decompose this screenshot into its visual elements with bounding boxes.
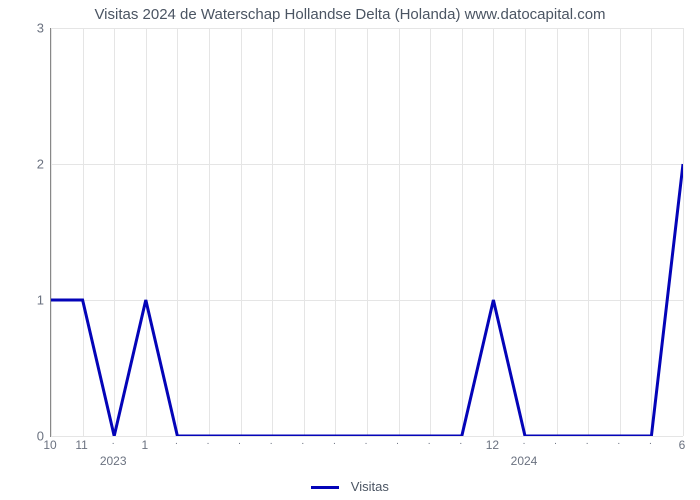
x-tick-minor: ·: [522, 438, 525, 449]
x-tick-label: 12: [486, 438, 499, 452]
x-tick-minor: ·: [206, 438, 209, 449]
x-tick-minor: ·: [364, 438, 367, 449]
x-tick-minor: ·: [238, 438, 241, 449]
x-tick-minor: ·: [270, 438, 273, 449]
x-tick-minor: ·: [554, 438, 557, 449]
chart-container: Visitas 2024 de Waterschap Hollandse Del…: [0, 0, 700, 500]
x-tick-minor: ·: [649, 438, 652, 449]
plot-area: [50, 28, 683, 437]
x-tick-minor: ·: [617, 438, 620, 449]
legend: Visitas: [0, 479, 700, 494]
x-tick-label: 11: [75, 438, 87, 452]
y-tick-label: 0: [14, 429, 44, 444]
x-tick-label: 1: [141, 438, 148, 452]
x-tick-minor: ·: [333, 438, 336, 449]
chart-title: Visitas 2024 de Waterschap Hollandse Del…: [0, 6, 700, 23]
x-tick-minor: ·: [459, 438, 462, 449]
legend-swatch: [311, 486, 339, 489]
line-series: [51, 28, 683, 436]
x-axis-year-labels: 2023 2024: [50, 454, 682, 470]
x-tick-minor: ·: [301, 438, 304, 449]
y-tick-label: 2: [14, 157, 44, 172]
x-tick-minor: ·: [586, 438, 589, 449]
x-tick-minor: ·: [428, 438, 431, 449]
legend-label: Visitas: [351, 479, 389, 494]
x-tick-minor: ·: [396, 438, 399, 449]
x-year-label: 2023: [100, 454, 127, 468]
x-tick-minor: ·: [112, 438, 115, 449]
series-line: [51, 164, 683, 436]
y-tick-label: 3: [14, 21, 44, 36]
x-tick-label: 10: [43, 438, 56, 452]
x-year-label: 2024: [511, 454, 538, 468]
x-tick-label: 6: [679, 438, 686, 452]
y-tick-label: 1: [14, 293, 44, 308]
x-axis-ticks: 1011·1··········12·····6: [50, 438, 682, 454]
x-tick-minor: ·: [175, 438, 178, 449]
